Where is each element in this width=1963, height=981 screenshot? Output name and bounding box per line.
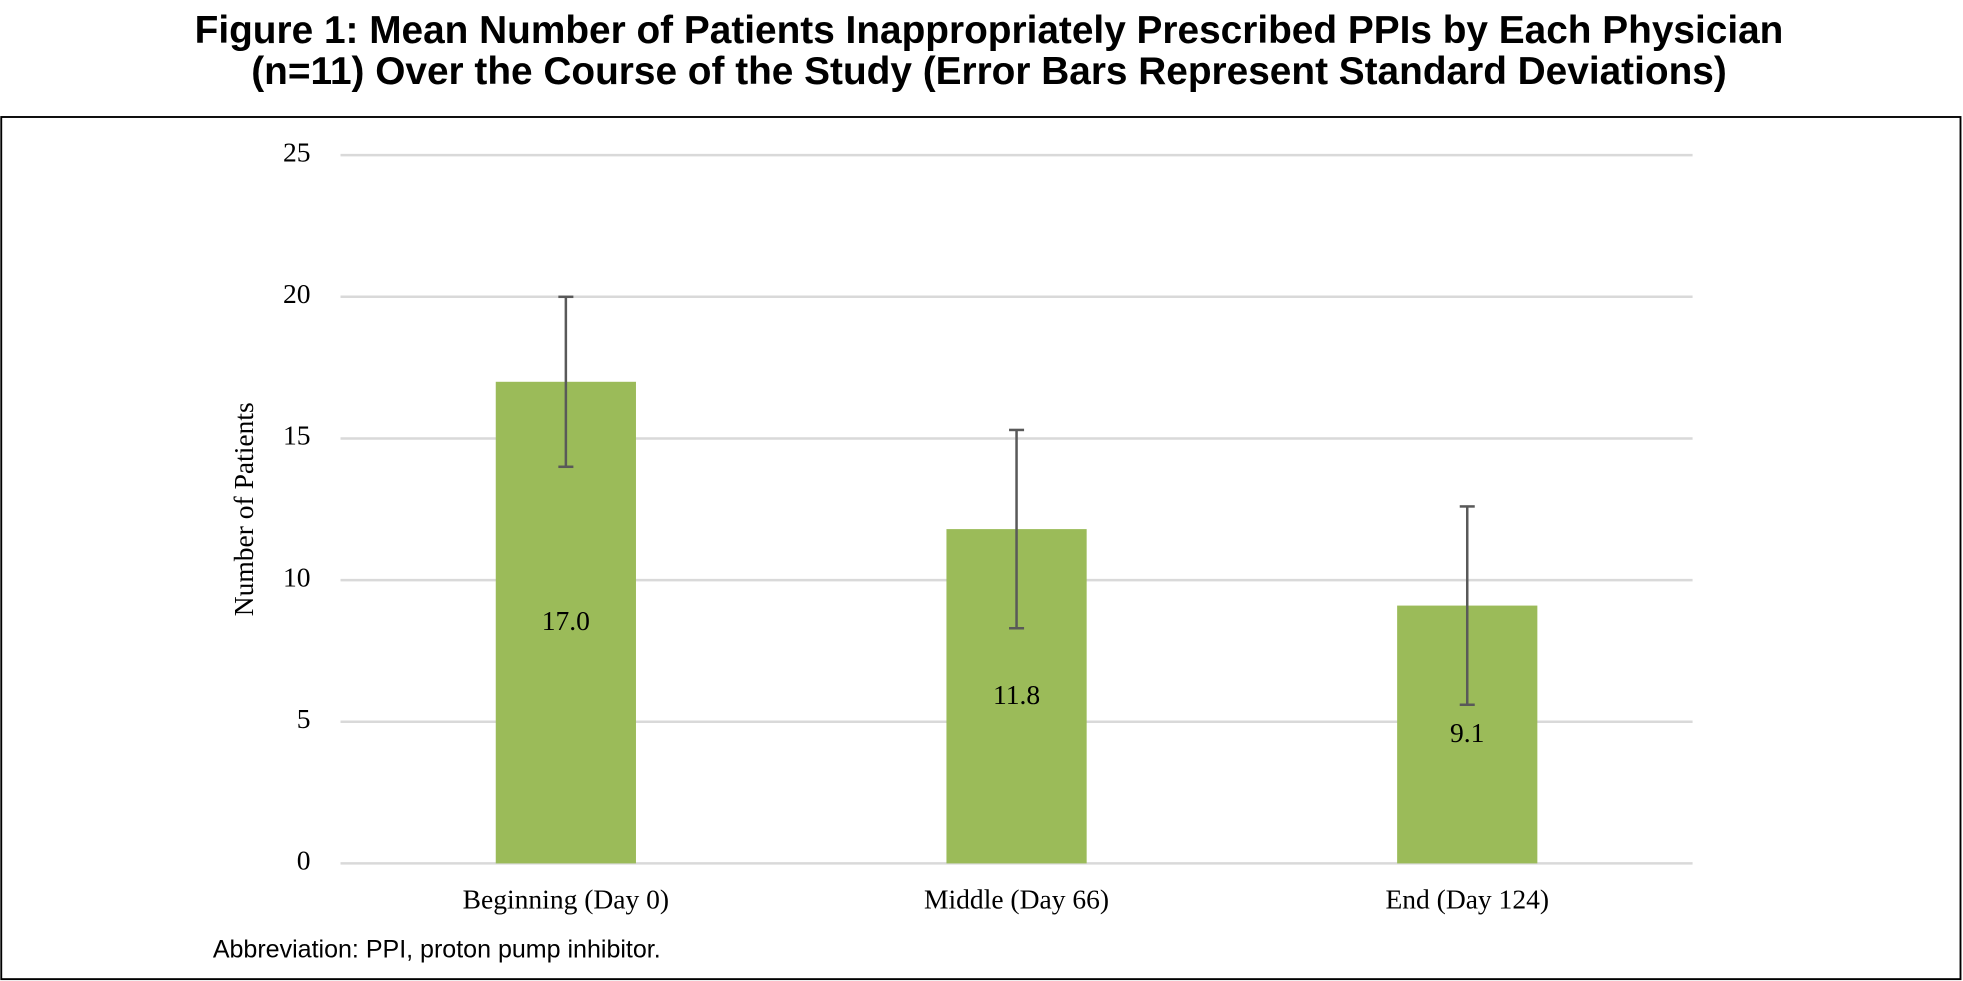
value-label: 9.1 [1450,717,1484,748]
y-tick-label: 20 [283,278,311,309]
y-axis-label: Number of Patients [228,402,259,616]
y-tick-label: 0 [297,845,311,876]
y-tick-label: 5 [297,703,311,734]
x-tick-label: End (Day 124) [1385,883,1549,914]
y-tick-label: 15 [283,420,311,451]
error-bar [1009,428,1025,630]
chart-title: (n=11) Over the Course of the Study (Err… [251,50,1727,93]
footnote: Abbreviation: PPI, proton pump inhibitor… [213,936,661,964]
error-bar [1459,505,1475,706]
x-tick-label: Middle (Day 66) [924,883,1109,914]
chart-title: Figure 1: Mean Number of Patients Inappr… [195,9,1784,52]
value-label: 11.8 [993,679,1040,710]
chart-frame [0,116,1962,981]
value-label: 17.0 [542,605,590,636]
x-tick-label: Beginning (Day 0) [463,883,669,914]
error-bar [558,295,574,469]
y-tick-label: 10 [283,561,311,592]
y-tick-label: 25 [283,136,311,167]
